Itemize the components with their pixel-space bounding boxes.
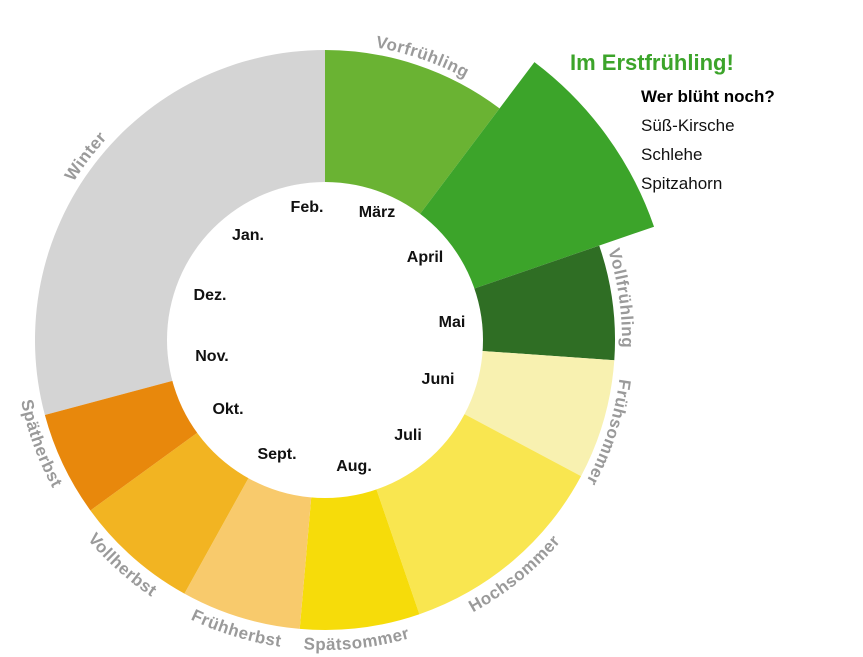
month-label: März — [359, 204, 395, 221]
season-segment — [184, 471, 312, 629]
month-label: Juli — [394, 427, 422, 444]
callout-question: Wer blüht noch? — [641, 87, 775, 106]
season-segment — [44, 378, 204, 511]
month-label: Aug. — [336, 458, 372, 475]
month-label: Juni — [422, 371, 455, 388]
season-segment — [34, 50, 325, 416]
month-label: Feb. — [291, 199, 324, 216]
season-segment — [415, 62, 655, 292]
plant: Spitzahorn — [641, 174, 722, 193]
season-segment — [325, 50, 500, 221]
callout-title: Im Erstfrühling! — [570, 50, 734, 75]
month-label: Jan. — [232, 227, 264, 244]
month-label: Nov. — [195, 348, 228, 365]
plant: Süß-Kirsche — [641, 116, 735, 135]
rings — [34, 50, 655, 630]
month-label: Sept. — [257, 446, 296, 463]
season-segment — [457, 350, 615, 477]
month-label: Dez. — [194, 287, 227, 304]
season-segment — [466, 245, 615, 361]
inner-circle — [167, 182, 483, 498]
season-segment — [90, 428, 253, 594]
month-label: April — [407, 249, 443, 266]
month-label: Mai — [439, 314, 466, 331]
month-label: Okt. — [212, 401, 243, 418]
season-segment — [299, 481, 420, 630]
plant: Schlehe — [641, 145, 702, 164]
